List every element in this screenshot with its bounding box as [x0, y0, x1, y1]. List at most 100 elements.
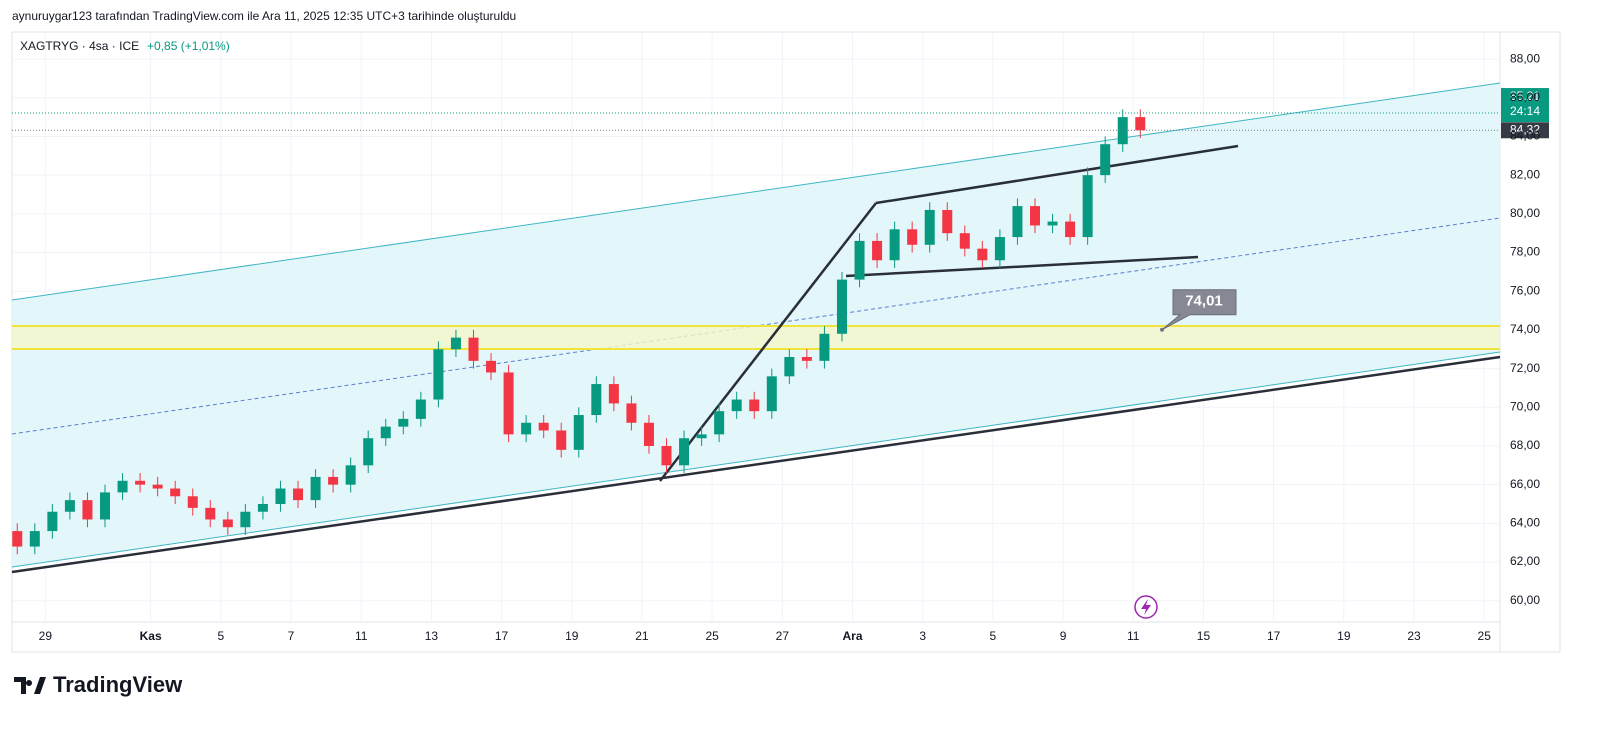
channel-lower [11, 351, 1501, 568]
x-tick-label: 5 [990, 629, 997, 643]
trend-line [11, 355, 1501, 574]
candle-body [696, 434, 707, 439]
alert-icon[interactable] [1134, 595, 1158, 619]
candle-body [82, 500, 93, 520]
candle-body [521, 422, 532, 435]
candle-body [1030, 206, 1040, 226]
x-tick-label: 11 [355, 629, 368, 643]
candle-body [345, 465, 356, 485]
x-tick-label: 23 [1407, 629, 1421, 643]
candle-body [994, 237, 1005, 261]
candle-body [573, 415, 584, 450]
candle-body [731, 399, 742, 412]
symbol: XAGTRYG · 4sa · ICE [20, 39, 139, 53]
candle-body [661, 445, 672, 466]
alert-icon-bolt [1141, 599, 1151, 615]
candle-body [12, 531, 23, 547]
x-tick-label: 11 [1127, 629, 1140, 643]
x-tick-label: 9 [1060, 629, 1067, 643]
candle-body [924, 209, 935, 245]
candle-body [1082, 175, 1093, 238]
trend-line [845, 255, 1199, 278]
candle-body [170, 488, 181, 497]
candle-body [538, 422, 549, 431]
y-tick-label: 74,00 [1510, 322, 1540, 336]
candle-body [591, 384, 602, 416]
candle-body [187, 496, 198, 508]
x-tick-label: Kas [140, 629, 162, 643]
candle-body [714, 411, 725, 435]
y-tick-label: 70,00 [1510, 399, 1540, 413]
y-tick-label: 86,00 [1510, 90, 1540, 104]
candle-body [222, 519, 233, 528]
y-tick-label: 76,00 [1510, 283, 1540, 297]
candle-body [1047, 221, 1058, 226]
candle-body [363, 438, 374, 466]
change: +0,85 (+1,01%) [147, 39, 230, 53]
candle-body [100, 492, 110, 520]
candle-body [310, 476, 321, 501]
zone [12, 326, 1500, 349]
channel-upper [11, 82, 1501, 301]
trend-line [659, 202, 877, 482]
candle-body [872, 240, 883, 261]
x-tick-label: 15 [1197, 629, 1211, 643]
x-tick-label: 21 [635, 629, 649, 643]
candle-body [293, 488, 304, 501]
candle-body [135, 480, 146, 485]
candle-body [450, 337, 461, 350]
header: aynuruygar123 tarafından TradingView.com… [12, 9, 516, 23]
last-price-box [1501, 88, 1549, 123]
candle-body [1012, 206, 1023, 238]
x-tick-label: 5 [217, 629, 224, 643]
candle-body [468, 337, 479, 361]
candle-body [942, 209, 953, 234]
countdown: 24:14 [1510, 104, 1540, 118]
candle-body [415, 399, 426, 419]
callout-box [1161, 289, 1237, 331]
candle-body [889, 229, 900, 261]
candle-body [854, 240, 865, 280]
x-tick-label: 25 [705, 629, 719, 643]
candle-body [1065, 221, 1076, 238]
last-price-label: 85,21 [1510, 89, 1540, 103]
candle-body [679, 438, 690, 466]
candle-body [117, 480, 128, 493]
candle-body [907, 229, 918, 245]
x-tick-label: 3 [919, 629, 926, 643]
candle-body [1135, 117, 1146, 131]
x-tick-label: 13 [425, 629, 439, 643]
candle-body [1100, 144, 1111, 176]
y-tick-label: 64,00 [1510, 516, 1540, 530]
candle-body [240, 511, 251, 528]
close-price-label: 84,32 [1510, 122, 1540, 136]
candle-body [398, 418, 409, 427]
candle-body [486, 360, 497, 373]
candle-body [433, 349, 444, 400]
candle-body [977, 248, 988, 261]
x-tick-label: 27 [776, 629, 790, 643]
candle-body [380, 426, 391, 439]
candle-body [626, 403, 637, 423]
y-tick-label: 72,00 [1510, 361, 1540, 375]
candle-body [275, 488, 286, 504]
y-tick-label: 88,00 [1510, 51, 1540, 65]
y-tick-label: 80,00 [1510, 206, 1540, 220]
candle-body [503, 372, 514, 435]
y-tick-label: 62,00 [1510, 554, 1540, 568]
candle-body [801, 356, 812, 361]
candle-body [836, 279, 847, 334]
callout-label: 74,01 [1185, 293, 1223, 310]
x-tick-label: 19 [1337, 629, 1351, 643]
x-tick-label: 25 [1478, 629, 1492, 643]
x-tick-label: 17 [1267, 629, 1281, 643]
y-tick-label: 68,00 [1510, 438, 1540, 452]
candle-body [959, 233, 970, 249]
candle-body [328, 476, 339, 485]
candle-body [205, 507, 216, 520]
x-tick-label: 7 [288, 629, 295, 643]
y-tick-label: 84,00 [1510, 129, 1540, 143]
candle-body [152, 484, 163, 489]
